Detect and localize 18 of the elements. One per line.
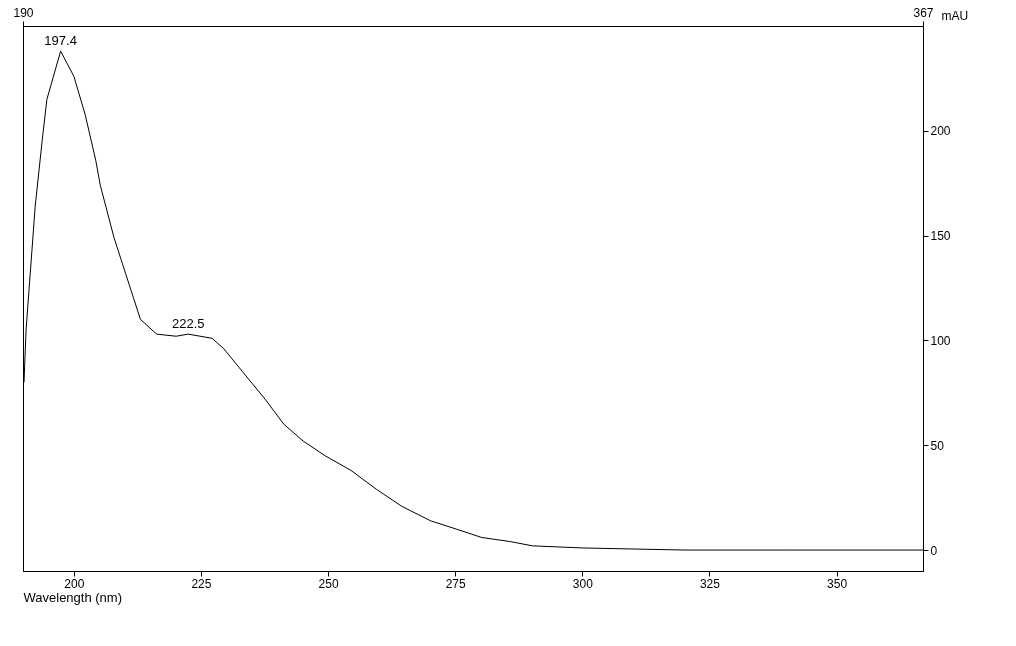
y-axis-title: mAU (941, 8, 969, 23)
x2-tick-label: 190 (13, 5, 34, 20)
annotation: 197.4 (44, 33, 77, 49)
annotation: 222.5 (171, 316, 205, 332)
x-tick-label: 350 (827, 576, 848, 591)
x-tick-label: 200 (64, 576, 85, 591)
y-tick-label: 100 (930, 333, 951, 348)
x-tick-label: 325 (699, 576, 721, 591)
y-tick-label: 0 (930, 543, 938, 558)
x-tick-label: 225 (191, 576, 212, 591)
y-tick-label: 200 (930, 124, 951, 139)
x-tick-label: 250 (318, 576, 339, 591)
x-tick-label: 275 (445, 576, 467, 591)
x2-tick-label: 367 (913, 5, 934, 20)
x-tick-label: 300 (572, 576, 594, 591)
y-tick-label: 150 (930, 229, 951, 244)
y-tick-label: 50 (930, 438, 945, 453)
x-axis-title: Wavelength (nm) (23, 589, 122, 605)
